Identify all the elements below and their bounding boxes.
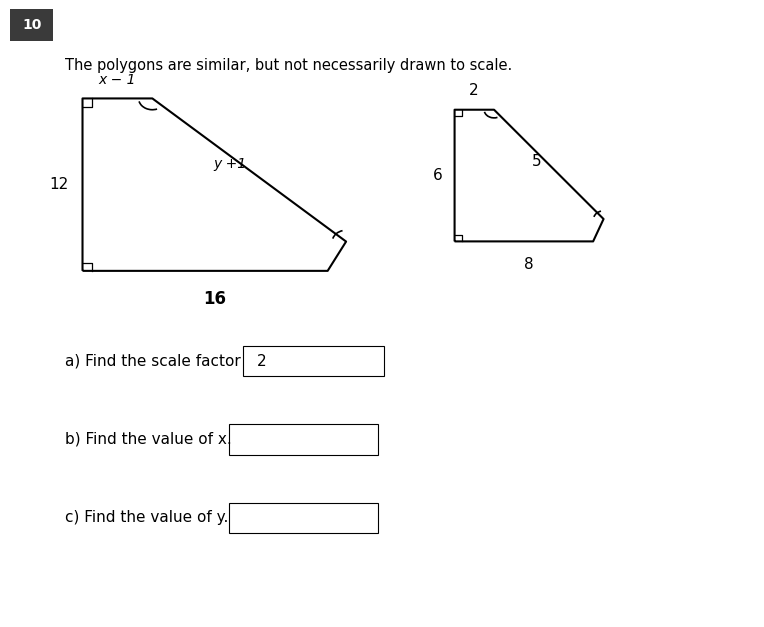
Text: x − 1: x − 1: [98, 73, 135, 87]
Text: c) Find the value of y.: c) Find the value of y.: [65, 510, 228, 525]
Text: 2: 2: [469, 83, 479, 98]
Text: 8: 8: [524, 257, 534, 272]
Text: a) Find the scale factor: a) Find the scale factor: [65, 353, 241, 368]
Text: 16: 16: [202, 290, 226, 308]
Text: 10: 10: [22, 18, 41, 32]
Text: 6: 6: [433, 168, 443, 183]
Text: 2: 2: [257, 354, 267, 369]
Text: 5: 5: [533, 154, 542, 169]
FancyBboxPatch shape: [229, 503, 378, 533]
Text: b) Find the value of x.: b) Find the value of x.: [65, 431, 231, 446]
FancyBboxPatch shape: [243, 346, 384, 376]
Text: 12: 12: [50, 177, 69, 192]
Text: y +1: y +1: [213, 157, 247, 171]
FancyBboxPatch shape: [229, 424, 378, 455]
Text: The polygons are similar, but not necessarily drawn to scale.: The polygons are similar, but not necess…: [65, 58, 512, 73]
FancyBboxPatch shape: [10, 9, 53, 41]
